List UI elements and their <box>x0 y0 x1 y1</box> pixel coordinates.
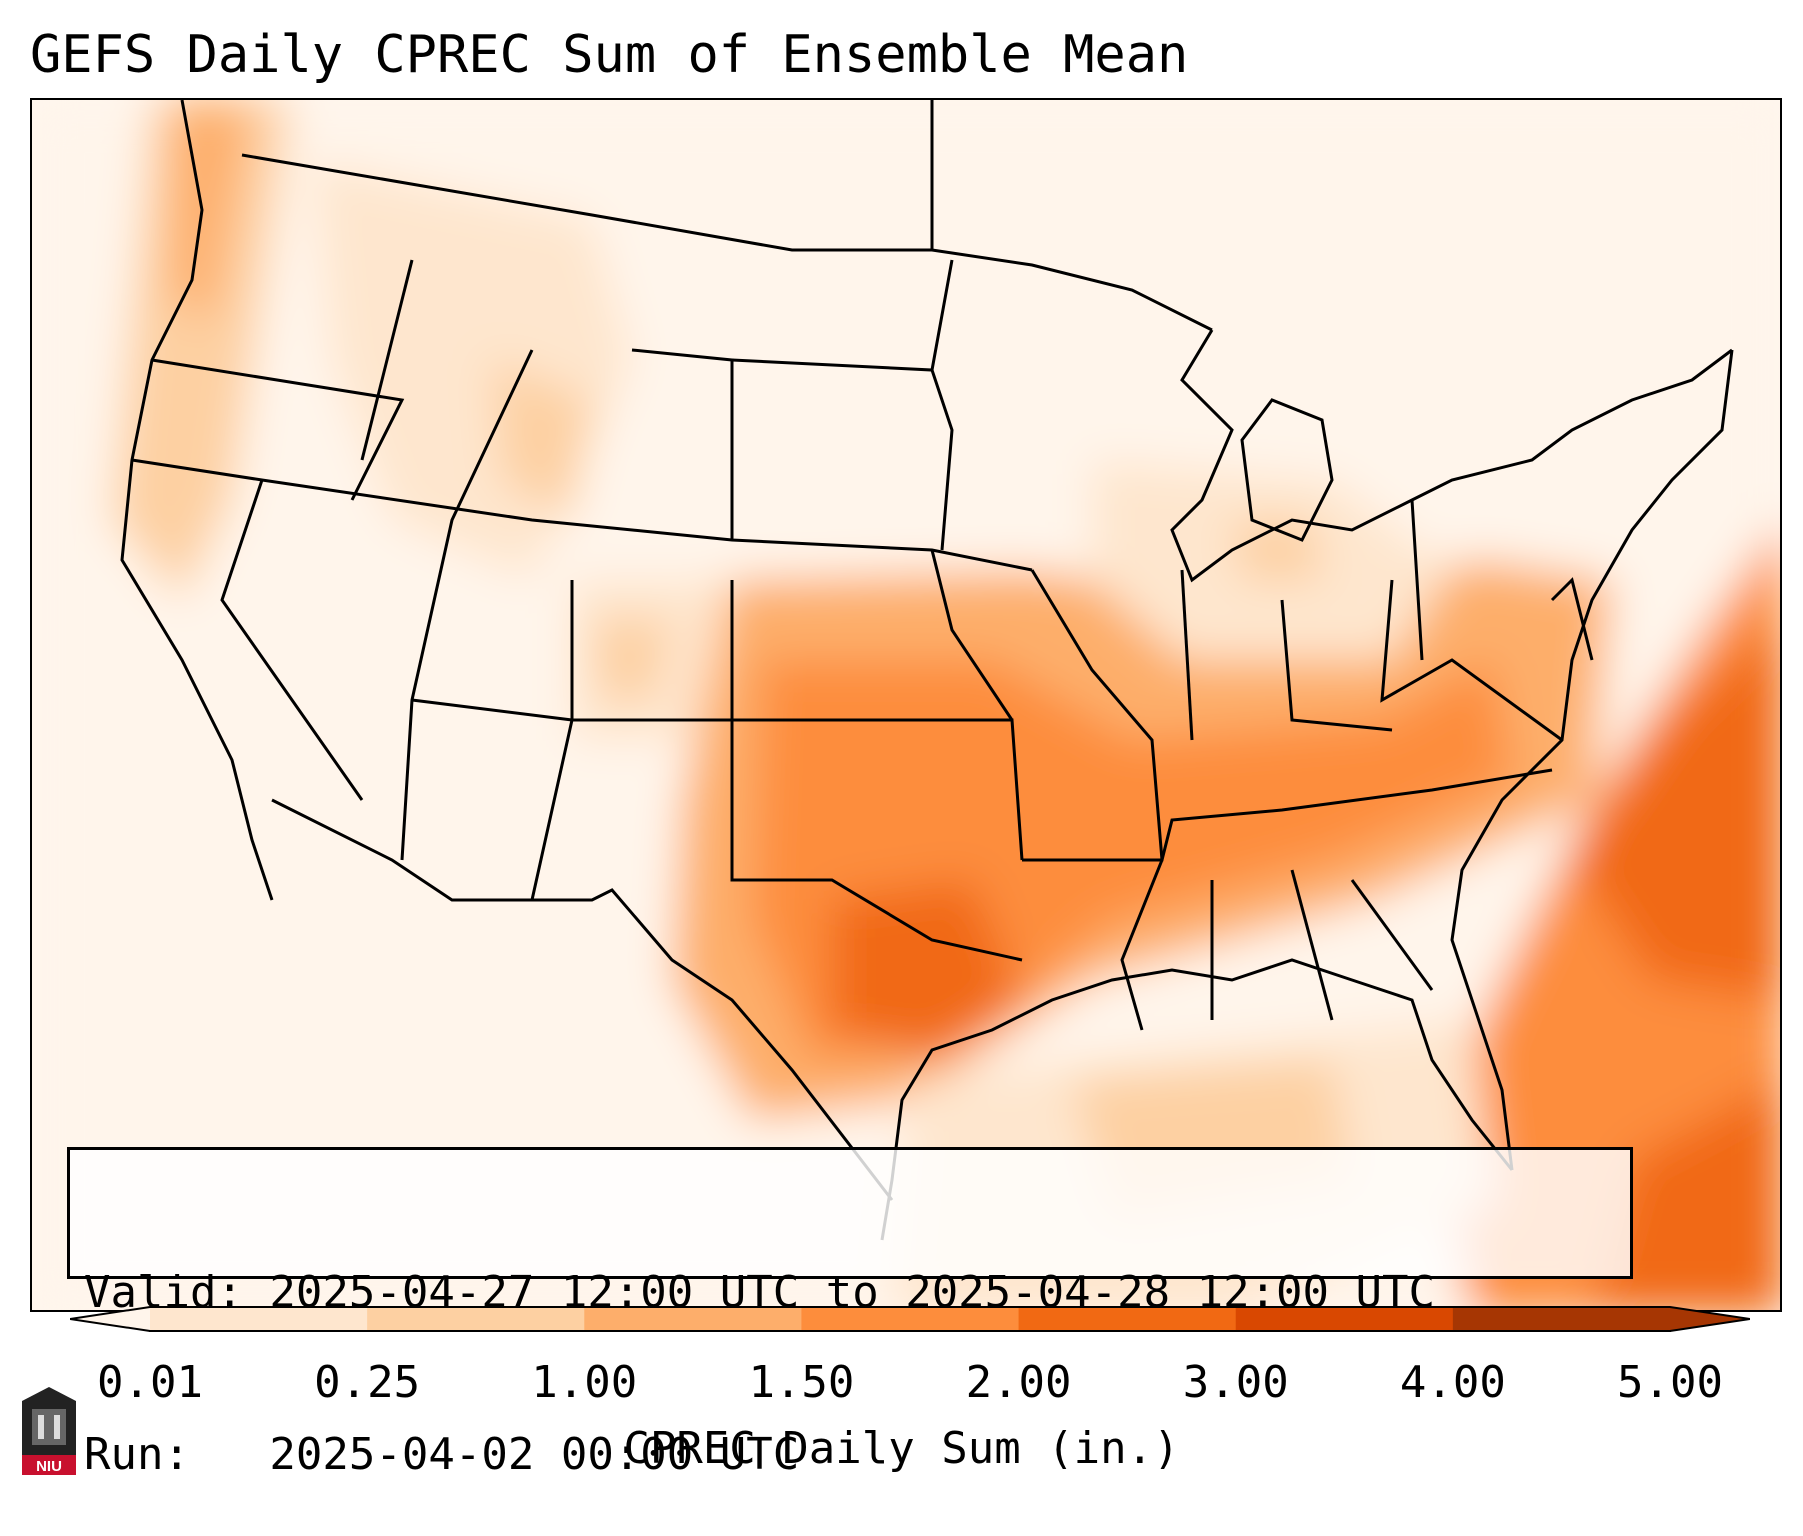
chart-title: GEFS Daily CPREC Sum of Ensemble Mean <box>30 25 1189 85</box>
colorbar-tick-label: 2.00 <box>965 1357 1072 1408</box>
colorbar-segment <box>1452 1307 1671 1331</box>
colorbar <box>70 1306 1750 1332</box>
colorbar-tick-label: 1.00 <box>531 1357 638 1408</box>
colorbar-tick-label: 1.50 <box>748 1357 855 1408</box>
colorbar-segment <box>150 1307 369 1331</box>
colorbar-extend-low <box>70 1307 150 1331</box>
valid-run-box: Valid: 2025-04-27 12:00 UTC to 2025-04-2… <box>67 1147 1633 1480</box>
colorbar-segment <box>1235 1307 1454 1331</box>
run-time-text: Run: 2025-04-02 00:00 UTC <box>84 1429 800 1480</box>
colorbar-label: CPREC Daily Sum (in.) <box>623 1423 1180 1474</box>
state-boundaries <box>120 100 1734 1241</box>
colorbar-extend-high <box>1670 1307 1750 1331</box>
colorbar-tick-label: 4.00 <box>1399 1357 1506 1408</box>
precip-map <box>30 98 1782 1312</box>
colorbar-segment <box>1018 1307 1237 1331</box>
colorbar-segment <box>367 1307 586 1331</box>
colorbar-segment <box>584 1307 803 1331</box>
colorbar-tick-label: 5.00 <box>1617 1357 1723 1408</box>
svg-text:NIU: NIU <box>36 1458 62 1475</box>
colorbar-outline <box>70 1306 1750 1332</box>
colorbar-segment <box>801 1307 1020 1331</box>
colorbar-tick-label: 0.01 <box>97 1357 203 1408</box>
niu-logo-icon: NIU <box>22 1387 76 1475</box>
colorbar-tick-label: 3.00 <box>1182 1357 1289 1408</box>
map-canvas <box>32 100 1780 1310</box>
colorbar-tick-label: 0.25 <box>314 1357 421 1408</box>
